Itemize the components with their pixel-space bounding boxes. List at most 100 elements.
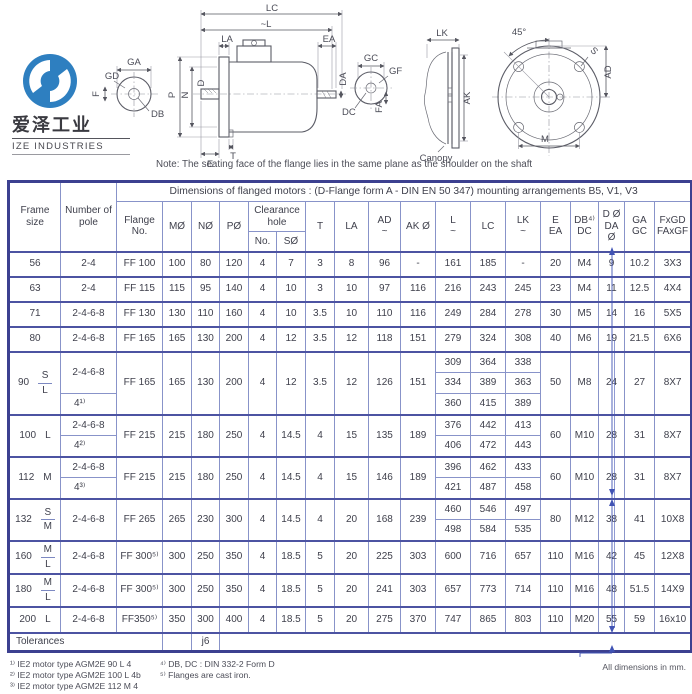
cell: 100 — [162, 250, 192, 277]
frame-number: 132 — [15, 513, 32, 525]
cell: 56 — [8, 250, 61, 277]
cell: 97 — [368, 275, 401, 302]
cell: 18.5 — [276, 605, 306, 633]
cell: 4X4 — [653, 275, 692, 302]
dim-label-db: DB — [151, 109, 164, 120]
cell: 50 — [540, 350, 571, 415]
footnote-marker: ³⁾ — [10, 681, 15, 692]
col-header-e-ea: E EA — [540, 201, 571, 252]
cell: 116 — [400, 300, 436, 327]
cell: 657 — [505, 539, 541, 574]
dim-label-gd: GD — [105, 71, 119, 82]
footnote-marker: ⁵⁾ — [160, 670, 166, 681]
cell: 2-4-6-8 — [60, 497, 117, 541]
cell: 8X7 — [653, 350, 692, 415]
frame-letter: M — [43, 577, 53, 588]
cell: 250 — [191, 539, 220, 574]
cell: 284 — [470, 300, 506, 327]
footnote-text: IE2 motor type AGM2E 90 L 4 — [17, 659, 132, 669]
cell-frame: 200 L — [8, 605, 61, 633]
footnote: ⁴⁾ DB, DC : DIN 332-2 Form D — [160, 659, 275, 670]
cell: 180 — [191, 455, 220, 499]
footnote-text: IE2 motor type AGM2E 112 M 4 — [17, 681, 139, 692]
frame-number: 90 — [17, 377, 30, 389]
cell: 110 — [540, 539, 571, 574]
col-header-db-dc: DB⁴⁾ DC — [570, 201, 599, 252]
header-line: GA — [632, 214, 647, 226]
cell: 324 — [470, 325, 506, 352]
cell: 20 — [334, 572, 369, 607]
cell: 2-4-6-8 — [60, 539, 117, 574]
header-line: AD — [377, 214, 392, 226]
cell: 4 — [248, 300, 277, 327]
cell: FF 165 — [116, 325, 163, 352]
footnote-marker: ²⁾ — [10, 670, 15, 681]
cell: 140 — [219, 275, 249, 302]
cell: 498 — [435, 519, 471, 541]
all-dimensions-note: All dimensions in mm. — [602, 662, 686, 672]
cell: 16 — [624, 300, 655, 327]
footnote: ²⁾ IE2 motor type AGM2E 100 L 4b — [10, 670, 141, 681]
dim-label-gf: GF — [389, 66, 402, 77]
col-header-ak: AK Ø — [400, 201, 436, 252]
motor-side-view: LC ~L LA EA P N D DA T E — [167, 3, 349, 170]
frame-letter: S — [44, 506, 52, 518]
cell: 364 — [470, 350, 506, 373]
cell: 2-4-6-8 — [60, 300, 117, 327]
cell: 14 — [598, 300, 625, 327]
cell: 4³⁾ — [60, 477, 117, 499]
frame-letter: L — [42, 384, 48, 396]
footnote-marker: ¹⁾ — [10, 659, 15, 669]
cell: 71 — [8, 300, 61, 327]
cell: 200 — [219, 325, 249, 352]
cell: 4 — [248, 539, 277, 574]
cell: 12 — [334, 325, 369, 352]
cell: 421 — [435, 477, 471, 499]
cell: 110 — [191, 300, 220, 327]
cell: 245 — [505, 275, 541, 302]
cell: 239 — [400, 497, 436, 541]
cell: 31 — [624, 413, 655, 457]
cell: 161 — [435, 250, 471, 277]
cell: 10.2 — [624, 250, 655, 277]
cell: 250 — [219, 455, 249, 499]
dim-label-n: N — [180, 91, 191, 98]
cell: 4¹⁾ — [60, 393, 117, 415]
col-header-flange: Flange No. — [116, 201, 163, 252]
cell: 714 — [505, 572, 541, 607]
cell: 6X6 — [653, 325, 692, 352]
cell: 14.5 — [276, 455, 306, 499]
canopy-view: LK AK Canopy — [420, 28, 473, 164]
cell: 4 — [305, 455, 335, 499]
cell: FF 115 — [116, 275, 163, 302]
footnotes-left: ¹⁾ IE2 motor type AGM2E 90 L 4 ²⁾ IE2 mo… — [10, 659, 141, 693]
cell: 350 — [162, 605, 192, 633]
cell: 3.5 — [305, 350, 335, 415]
dim-label-p: P — [167, 92, 178, 98]
dim-label-fa: FA — [374, 101, 385, 113]
cell: 95 — [191, 275, 220, 302]
cell: 18.5 — [276, 572, 306, 607]
cell: 433 — [505, 455, 541, 478]
col-header-ga-gc: GA GC — [624, 201, 655, 252]
cell: 275 — [368, 605, 401, 633]
cell: 31 — [624, 455, 655, 499]
cell: 19 — [598, 325, 625, 352]
cell: 2-4-6-8 — [60, 350, 117, 394]
cell: 241 — [368, 572, 401, 607]
header-line: GC — [632, 226, 647, 238]
cell: 130 — [162, 300, 192, 327]
cell: 406 — [435, 435, 471, 457]
cell: 200 — [219, 350, 249, 415]
cell: 3 — [305, 275, 335, 302]
cell: 151 — [400, 350, 436, 415]
cell: 803 — [505, 605, 541, 633]
header-line: DB⁴⁾ — [574, 214, 595, 226]
header-line: DC — [577, 226, 592, 238]
frame-number: 100 — [19, 429, 37, 441]
col-header-n: NØ — [191, 201, 220, 252]
cell: 8X7 — [653, 413, 692, 457]
cell: 16x10 — [653, 605, 692, 633]
cell: 110 — [540, 572, 571, 607]
